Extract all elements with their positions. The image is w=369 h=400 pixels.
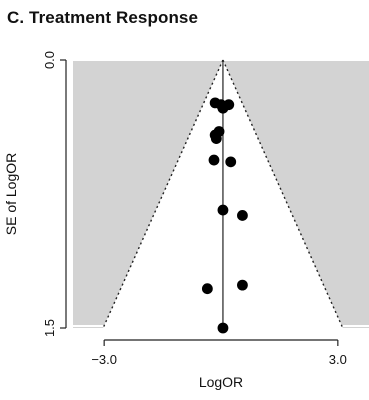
y-tick-label: 0.0: [42, 51, 57, 69]
data-point: [209, 155, 220, 166]
x-tick-label: 3.0: [329, 352, 347, 367]
x-tick-label: −3.0: [91, 352, 117, 367]
data-point: [202, 283, 213, 294]
data-point: [237, 280, 248, 291]
y-tick-label: 1.5: [42, 319, 57, 337]
data-point: [211, 133, 222, 144]
data-point: [225, 156, 236, 167]
data-point: [218, 205, 229, 216]
x-axis-ticks: −3.0 3.0: [91, 340, 347, 367]
y-axis-ticks: 0.0 1.5: [42, 51, 66, 337]
data-point: [237, 210, 248, 221]
x-axis-label: LogOR: [199, 374, 243, 390]
y-axis-label: SE of LogOR: [3, 153, 19, 236]
data-point: [218, 323, 229, 334]
data-point: [218, 103, 229, 114]
